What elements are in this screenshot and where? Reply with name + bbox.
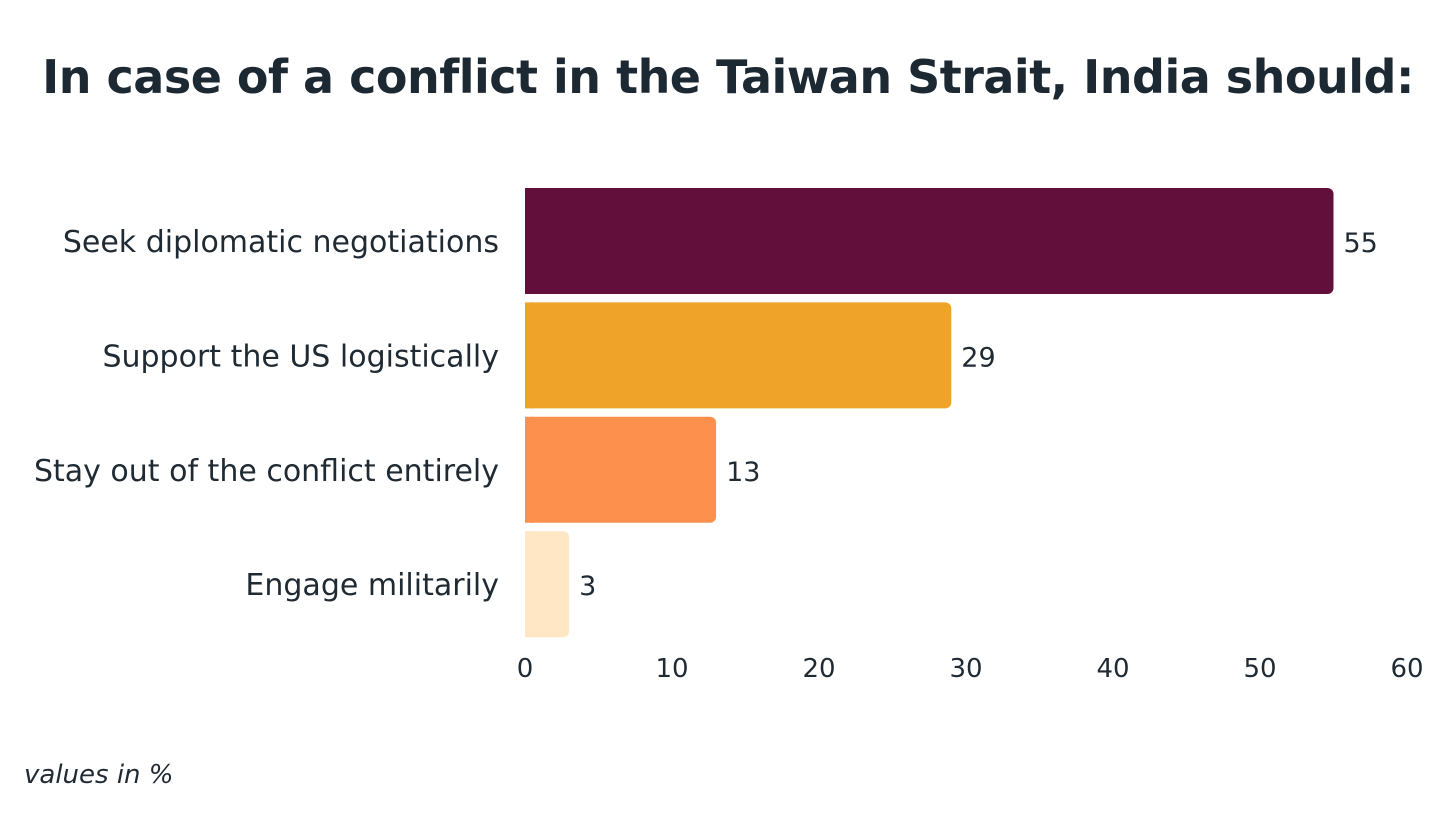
x-tick-label: 50 [1243, 654, 1276, 684]
category-label: Engage militarily [245, 568, 499, 603]
x-tick-label: 30 [949, 654, 982, 684]
bar [525, 531, 570, 638]
value-label: 55 [1344, 228, 1378, 259]
bar-edge [525, 531, 533, 638]
bar-edge [525, 302, 533, 409]
bars-layer [525, 188, 1334, 638]
value-labels: 55 29 13 3 [579, 228, 1378, 602]
bar [525, 416, 717, 523]
x-tick-label: 0 [517, 654, 534, 684]
category-label: Seek diplomatic negotiations [63, 225, 499, 260]
value-label: 29 [961, 342, 995, 373]
x-axis-ticks: 0 10 20 30 40 50 60 [517, 654, 1424, 684]
bar-edge [525, 416, 533, 523]
value-label: 3 [579, 571, 596, 602]
category-labels: Seek diplomatic negotiations Support the … [34, 225, 499, 603]
category-label: Stay out of the conflict entirely [34, 454, 499, 489]
bar [525, 188, 1334, 294]
footnote: values in % [24, 760, 174, 790]
x-tick-label: 40 [1096, 654, 1129, 684]
category-label: Support the US logistically [102, 339, 499, 374]
value-label: 13 [726, 457, 760, 488]
chart-title: In case of a conflict in the Taiwan Stra… [42, 50, 1414, 104]
bar-edge [525, 188, 533, 294]
bar [525, 302, 952, 409]
x-tick-label: 60 [1390, 654, 1423, 684]
x-tick-label: 10 [655, 654, 688, 684]
x-tick-label: 20 [802, 654, 835, 684]
